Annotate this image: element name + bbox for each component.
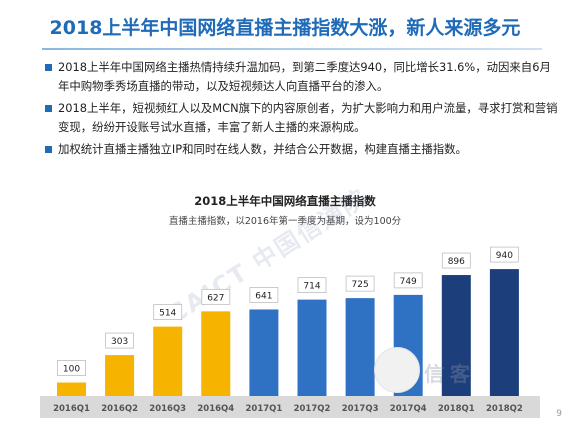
x-axis-band [40,396,540,418]
bar-2016Q4 [201,311,231,396]
data-label-2016Q3: 514 [159,309,176,319]
data-label-box [393,272,423,289]
bullet-item: 加权统计直播主播独立IP和同时在线人数，并结合公开数据，构建直播主播指数。 [45,140,558,159]
slide-title: 2018上半年中国网络直播主播指数大涨，新人来源多元 [49,17,521,39]
chart-subtitle: 直播主播指数，以2016年第一季度为基期，设为100分 [168,216,402,227]
data-label-box [201,288,231,305]
data-label-box [57,360,86,376]
page-number: 9 [556,409,562,419]
bullet-square-icon [45,146,52,153]
data-label-2017Q2: 714 [303,282,320,292]
bullet-text: 2018上半年，短视频红人以及MCN旗下的内容原创者，为扩大影响力和用户流量，寻… [58,101,558,134]
data-label-2016Q2: 303 [111,337,128,347]
bullet-text: 2018上半年中国网络主播热情持续升温加码，到第二季度达940，同比增长31.6… [58,60,551,93]
bar-2016Q3 [153,326,183,396]
bar-2018Q1 [441,275,471,396]
bar-2018Q2 [489,269,519,396]
watermark-logo-text: 信客 [424,362,476,386]
bar-2016Q2 [105,355,135,396]
data-label-2017Q3: 725 [352,280,369,290]
bullet-item: 2018上半年中国网络主播热情持续升温加码，到第二季度达940，同比增长31.6… [45,58,558,96]
x-tick-label: 2018Q2 [486,404,523,414]
title-divider [42,48,542,50]
x-tick-label: 2017Q3 [342,404,379,414]
data-label-box [441,252,471,269]
chart-title: 2018上半年中国网络直播主播指数 [194,194,376,208]
data-label-2016Q4: 627 [207,293,224,303]
data-label-2016Q1: 100 [63,365,80,375]
data-label-box [297,277,327,294]
bullet-square-icon [45,105,52,112]
x-tick-label: 2017Q2 [294,404,331,414]
x-tick-label: 2018Q1 [438,404,475,414]
x-tick-label: 2016Q4 [197,404,234,414]
bullet-square-icon [45,64,52,71]
bar-2017Q2 [297,299,327,396]
bullet-list: 2018上半年中国网络主播热情持续升温加码，到第二季度达940，同比增长31.6… [45,58,558,162]
x-tick-label: 2016Q3 [149,404,186,414]
x-tick-label: 2016Q1 [53,404,90,414]
x-tick-label: 2017Q1 [245,404,282,414]
data-label-box [105,332,134,349]
data-label-box [489,246,519,263]
bar-chart: 100 2016Q1 303 2016Q2 514 2016Q3 627 2016Q4 641 2… [40,246,540,418]
bullet-item: 2018上半年，短视频红人以及MCN旗下的内容原创者，为扩大影响力和用户流量，寻… [45,99,558,137]
watermark-logo-icon [374,347,420,393]
x-tick-label: 2016Q2 [101,404,138,414]
bar-2017Q3 [345,298,375,396]
x-tick-label: 2017Q4 [390,404,427,414]
data-label-box [153,304,183,321]
data-label-2017Q4: 749 [400,277,417,287]
bar-2016Q1 [57,382,86,396]
data-label-2018Q2: 940 [496,251,513,261]
data-label-box [345,275,375,292]
bar-2017Q1 [249,309,279,396]
bullet-text: 加权统计直播主播独立IP和同时在线人数，并结合公开数据，构建直播主播指数。 [58,142,467,156]
data-label-2017Q1: 641 [255,291,272,301]
data-label-box [249,287,279,303]
data-label-2018Q1: 896 [448,257,465,267]
